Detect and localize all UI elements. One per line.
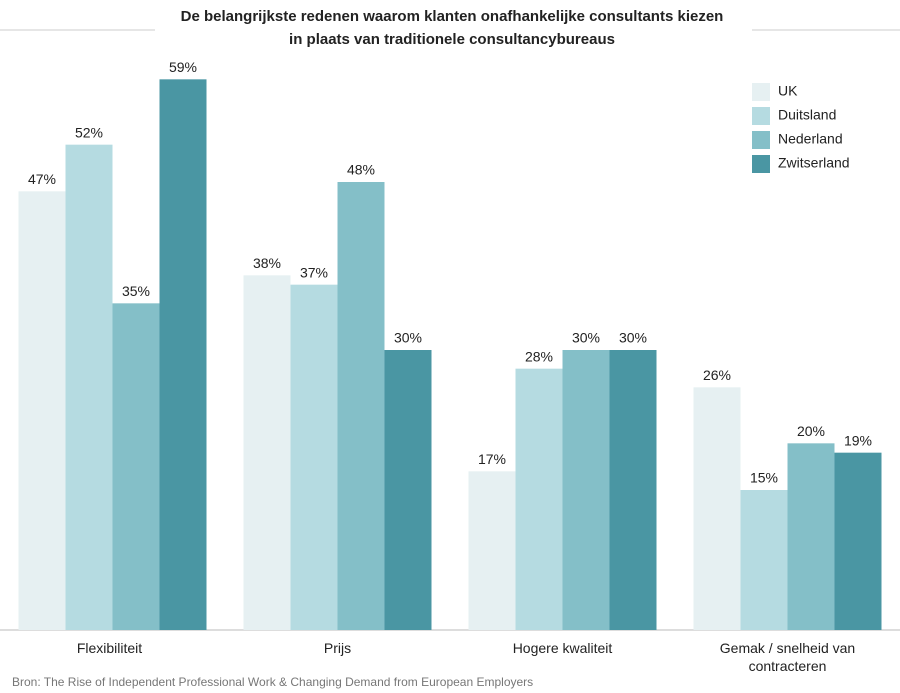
bar bbox=[384, 350, 432, 630]
legend-swatch bbox=[752, 83, 770, 101]
legend-label: UK bbox=[778, 83, 798, 99]
value-label: 17% bbox=[478, 451, 506, 467]
value-label: 26% bbox=[703, 367, 731, 383]
value-label: 38% bbox=[253, 255, 281, 271]
bar bbox=[65, 144, 113, 630]
value-label: 48% bbox=[347, 162, 375, 178]
value-label: 30% bbox=[619, 330, 647, 346]
bar bbox=[609, 350, 657, 630]
legend-label: Duitsland bbox=[778, 107, 836, 123]
source: Bron: The Rise of Independent Profession… bbox=[12, 675, 533, 689]
bar bbox=[562, 350, 610, 630]
value-label: 59% bbox=[169, 59, 197, 75]
value-label: 52% bbox=[75, 124, 103, 140]
bar bbox=[337, 182, 385, 630]
value-label: 28% bbox=[525, 348, 553, 364]
value-label: 20% bbox=[797, 423, 825, 439]
legend-swatch bbox=[752, 155, 770, 173]
value-label: 15% bbox=[750, 470, 778, 486]
bar bbox=[515, 368, 563, 630]
x-tick-label: Flexibiliteit bbox=[76, 640, 143, 656]
legend-swatch bbox=[752, 131, 770, 149]
value-label: 30% bbox=[394, 330, 422, 346]
value-label: 37% bbox=[300, 264, 328, 280]
legend-swatch bbox=[752, 107, 770, 125]
value-label: 19% bbox=[844, 432, 872, 448]
bar bbox=[468, 471, 516, 630]
value-label: 30% bbox=[572, 330, 600, 346]
legend-label: Nederland bbox=[778, 131, 843, 147]
bar bbox=[159, 79, 207, 631]
bar bbox=[834, 452, 882, 630]
bar bbox=[290, 284, 338, 630]
x-tick-label: Gemak / snelheid van contracteren bbox=[719, 640, 856, 674]
bar bbox=[787, 443, 835, 630]
bar bbox=[740, 490, 788, 630]
x-tick-label: Prijs bbox=[323, 640, 352, 656]
legend-label: Zwitserland bbox=[778, 155, 850, 171]
value-label: 47% bbox=[28, 171, 56, 187]
bar bbox=[18, 191, 66, 631]
bar bbox=[112, 303, 160, 630]
value-label: 35% bbox=[122, 283, 150, 299]
bar bbox=[693, 387, 741, 630]
chart-title: De belangrijkste redenen waarom klanten … bbox=[181, 8, 724, 25]
x-tick-label: Hogere kwaliteit bbox=[512, 640, 613, 656]
chart-title: in plaats van traditionele consultancybu… bbox=[289, 31, 615, 48]
bar bbox=[243, 275, 291, 630]
